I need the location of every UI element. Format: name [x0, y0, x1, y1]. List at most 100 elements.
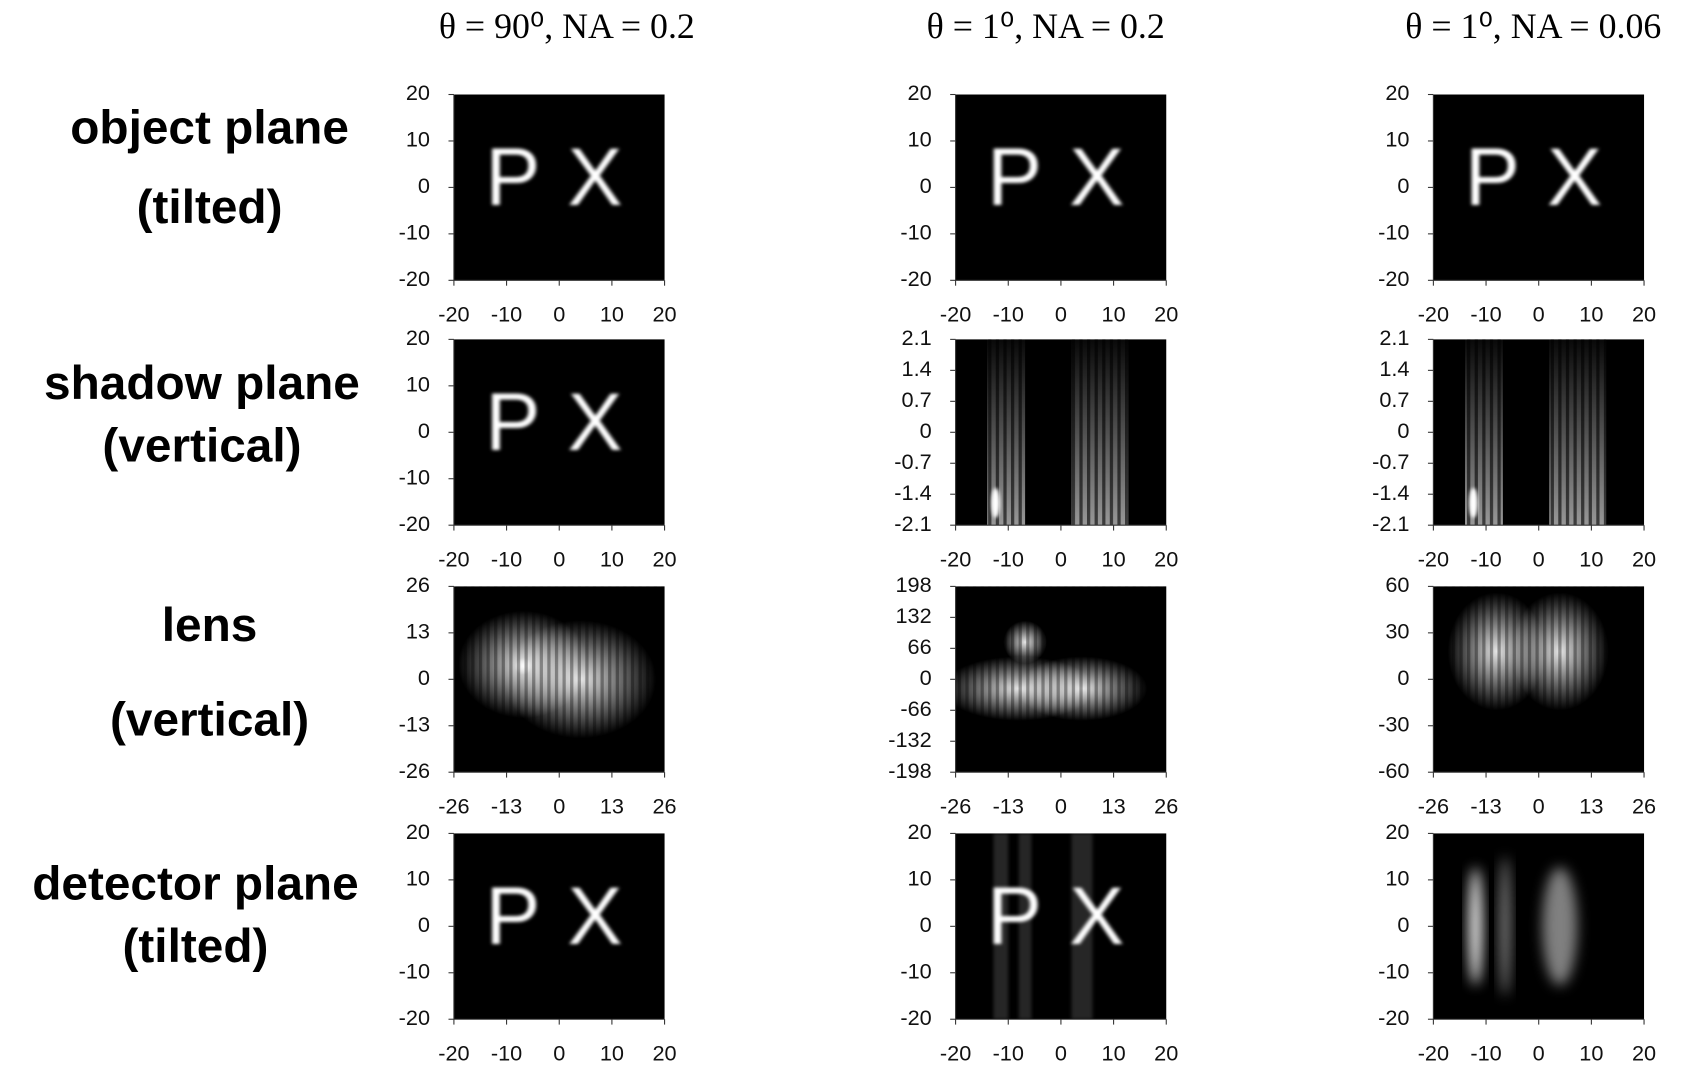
x-tick-label: 10: [1102, 302, 1126, 327]
y-tick-label: 0: [1397, 912, 1409, 937]
x-tick-label: 0: [553, 1040, 565, 1065]
y-tick-label: 20: [406, 325, 430, 350]
row-label: lens: [162, 599, 258, 652]
x-tick-label: 10: [1102, 546, 1126, 571]
x-tick-label: 20: [1632, 546, 1656, 571]
y-tick-label: 10: [1385, 127, 1409, 152]
x-tick-label: -20: [940, 546, 971, 571]
glow: [1542, 867, 1577, 985]
x-tick-label: -20: [1418, 302, 1449, 327]
y-tick-label: 20: [406, 819, 430, 844]
image-letter: P: [987, 133, 1042, 223]
fringes: [454, 586, 665, 772]
y-tick-label: 0: [418, 418, 430, 443]
y-tick-label: -10: [900, 959, 931, 984]
y-tick-label: 0.7: [902, 387, 932, 412]
x-tick-label: 20: [652, 1040, 676, 1065]
x-tick-label: 20: [1632, 1040, 1656, 1065]
image-letter: P: [987, 872, 1042, 962]
y-tick-label: 10: [908, 127, 932, 152]
y-tick-label: -10: [1378, 959, 1409, 984]
column-header: θ = 1⁰, NA = 0.06: [1405, 6, 1661, 46]
column-header: θ = 90⁰, NA = 0.2: [439, 6, 695, 46]
y-tick-label: 2.1: [1379, 325, 1409, 350]
x-tick-label: 0: [553, 793, 565, 818]
y-tick-label: -26: [399, 758, 430, 783]
y-tick-label: 20: [908, 80, 932, 105]
y-tick-label: 2.1: [902, 325, 932, 350]
y-tick-label: -10: [399, 465, 430, 490]
y-tick-label: -13: [399, 712, 430, 737]
row-label: (tilted): [137, 181, 283, 234]
glow: [1500, 857, 1511, 997]
x-tick-label: -13: [993, 793, 1024, 818]
y-tick-label: -20: [399, 266, 430, 291]
x-tick-label: 0: [553, 302, 565, 327]
x-tick-label: -13: [1470, 793, 1501, 818]
image-letter: P: [485, 133, 540, 223]
x-tick-label: 10: [1579, 546, 1603, 571]
image-texture: [943, 586, 1166, 772]
x-tick-label: -10: [1470, 302, 1501, 327]
y-tick-label: 0: [418, 173, 430, 198]
y-tick-label: 0: [920, 173, 932, 198]
y-tick-label: 20: [406, 80, 430, 105]
image-texture: [454, 586, 665, 772]
x-tick-label: -20: [940, 302, 971, 327]
image-letter: X: [1069, 133, 1124, 223]
row-label: object plane: [70, 102, 349, 155]
image-letter: P: [485, 872, 540, 962]
x-tick-label: 10: [1102, 1040, 1126, 1065]
bright-spot: [1469, 488, 1478, 518]
y-tick-label: 0: [920, 912, 932, 937]
y-tick-label: 10: [1385, 866, 1409, 891]
y-tick-label: 0: [1397, 665, 1409, 690]
x-tick-label: 10: [600, 302, 624, 327]
image-letter: X: [568, 872, 623, 962]
x-tick-label: -20: [1418, 1040, 1449, 1065]
image-letter: P: [1465, 133, 1520, 223]
image-letter: X: [1547, 133, 1602, 223]
y-tick-label: -10: [399, 220, 430, 245]
y-tick-label: 0: [1397, 173, 1409, 198]
image-panel: [1433, 833, 1644, 1019]
x-tick-label: 13: [1102, 793, 1126, 818]
stripe-lines: [1549, 339, 1606, 525]
y-tick-label: -10: [399, 959, 430, 984]
y-tick-label: -2.1: [1372, 511, 1409, 536]
x-tick-label: 0: [1533, 302, 1545, 327]
y-tick-label: 20: [1385, 819, 1409, 844]
x-tick-label: 26: [652, 793, 676, 818]
y-tick-label: 0: [418, 912, 430, 937]
y-tick-label: -20: [1378, 266, 1409, 291]
x-tick-label: -10: [993, 546, 1024, 571]
y-tick-label: 13: [406, 619, 430, 644]
image-texture: [1433, 586, 1644, 772]
y-tick-label: -2.1: [894, 511, 931, 536]
y-tick-label: -10: [1378, 220, 1409, 245]
y-tick-label: 0.7: [1379, 387, 1409, 412]
x-tick-label: 10: [600, 546, 624, 571]
y-tick-label: -0.7: [1372, 449, 1409, 474]
x-tick-label: -20: [438, 1040, 469, 1065]
x-tick-label: -20: [1418, 546, 1449, 571]
x-tick-label: 26: [1154, 793, 1178, 818]
y-tick-label: 132: [895, 603, 931, 628]
page: θ = 90⁰, NA = 0.2θ = 1⁰, NA = 0.2θ = 1⁰,…: [0, 0, 1694, 1074]
y-tick-label: -20: [900, 1005, 931, 1030]
x-tick-label: -10: [1470, 546, 1501, 571]
glow: [1469, 867, 1482, 985]
x-tick-label: -13: [491, 793, 522, 818]
y-tick-label: 10: [908, 866, 932, 891]
y-tick-label: -20: [1378, 1005, 1409, 1030]
x-tick-label: 20: [1154, 302, 1178, 327]
x-tick-label: 20: [1632, 302, 1656, 327]
x-tick-label: 0: [1055, 546, 1067, 571]
y-tick-label: 26: [406, 572, 430, 597]
y-tick-label: -60: [1378, 758, 1409, 783]
y-tick-label: -1.4: [894, 480, 931, 505]
y-tick-label: 60: [1385, 572, 1409, 597]
x-tick-label: -20: [940, 1040, 971, 1065]
bright-spot: [991, 488, 1000, 518]
x-tick-label: -10: [491, 302, 522, 327]
